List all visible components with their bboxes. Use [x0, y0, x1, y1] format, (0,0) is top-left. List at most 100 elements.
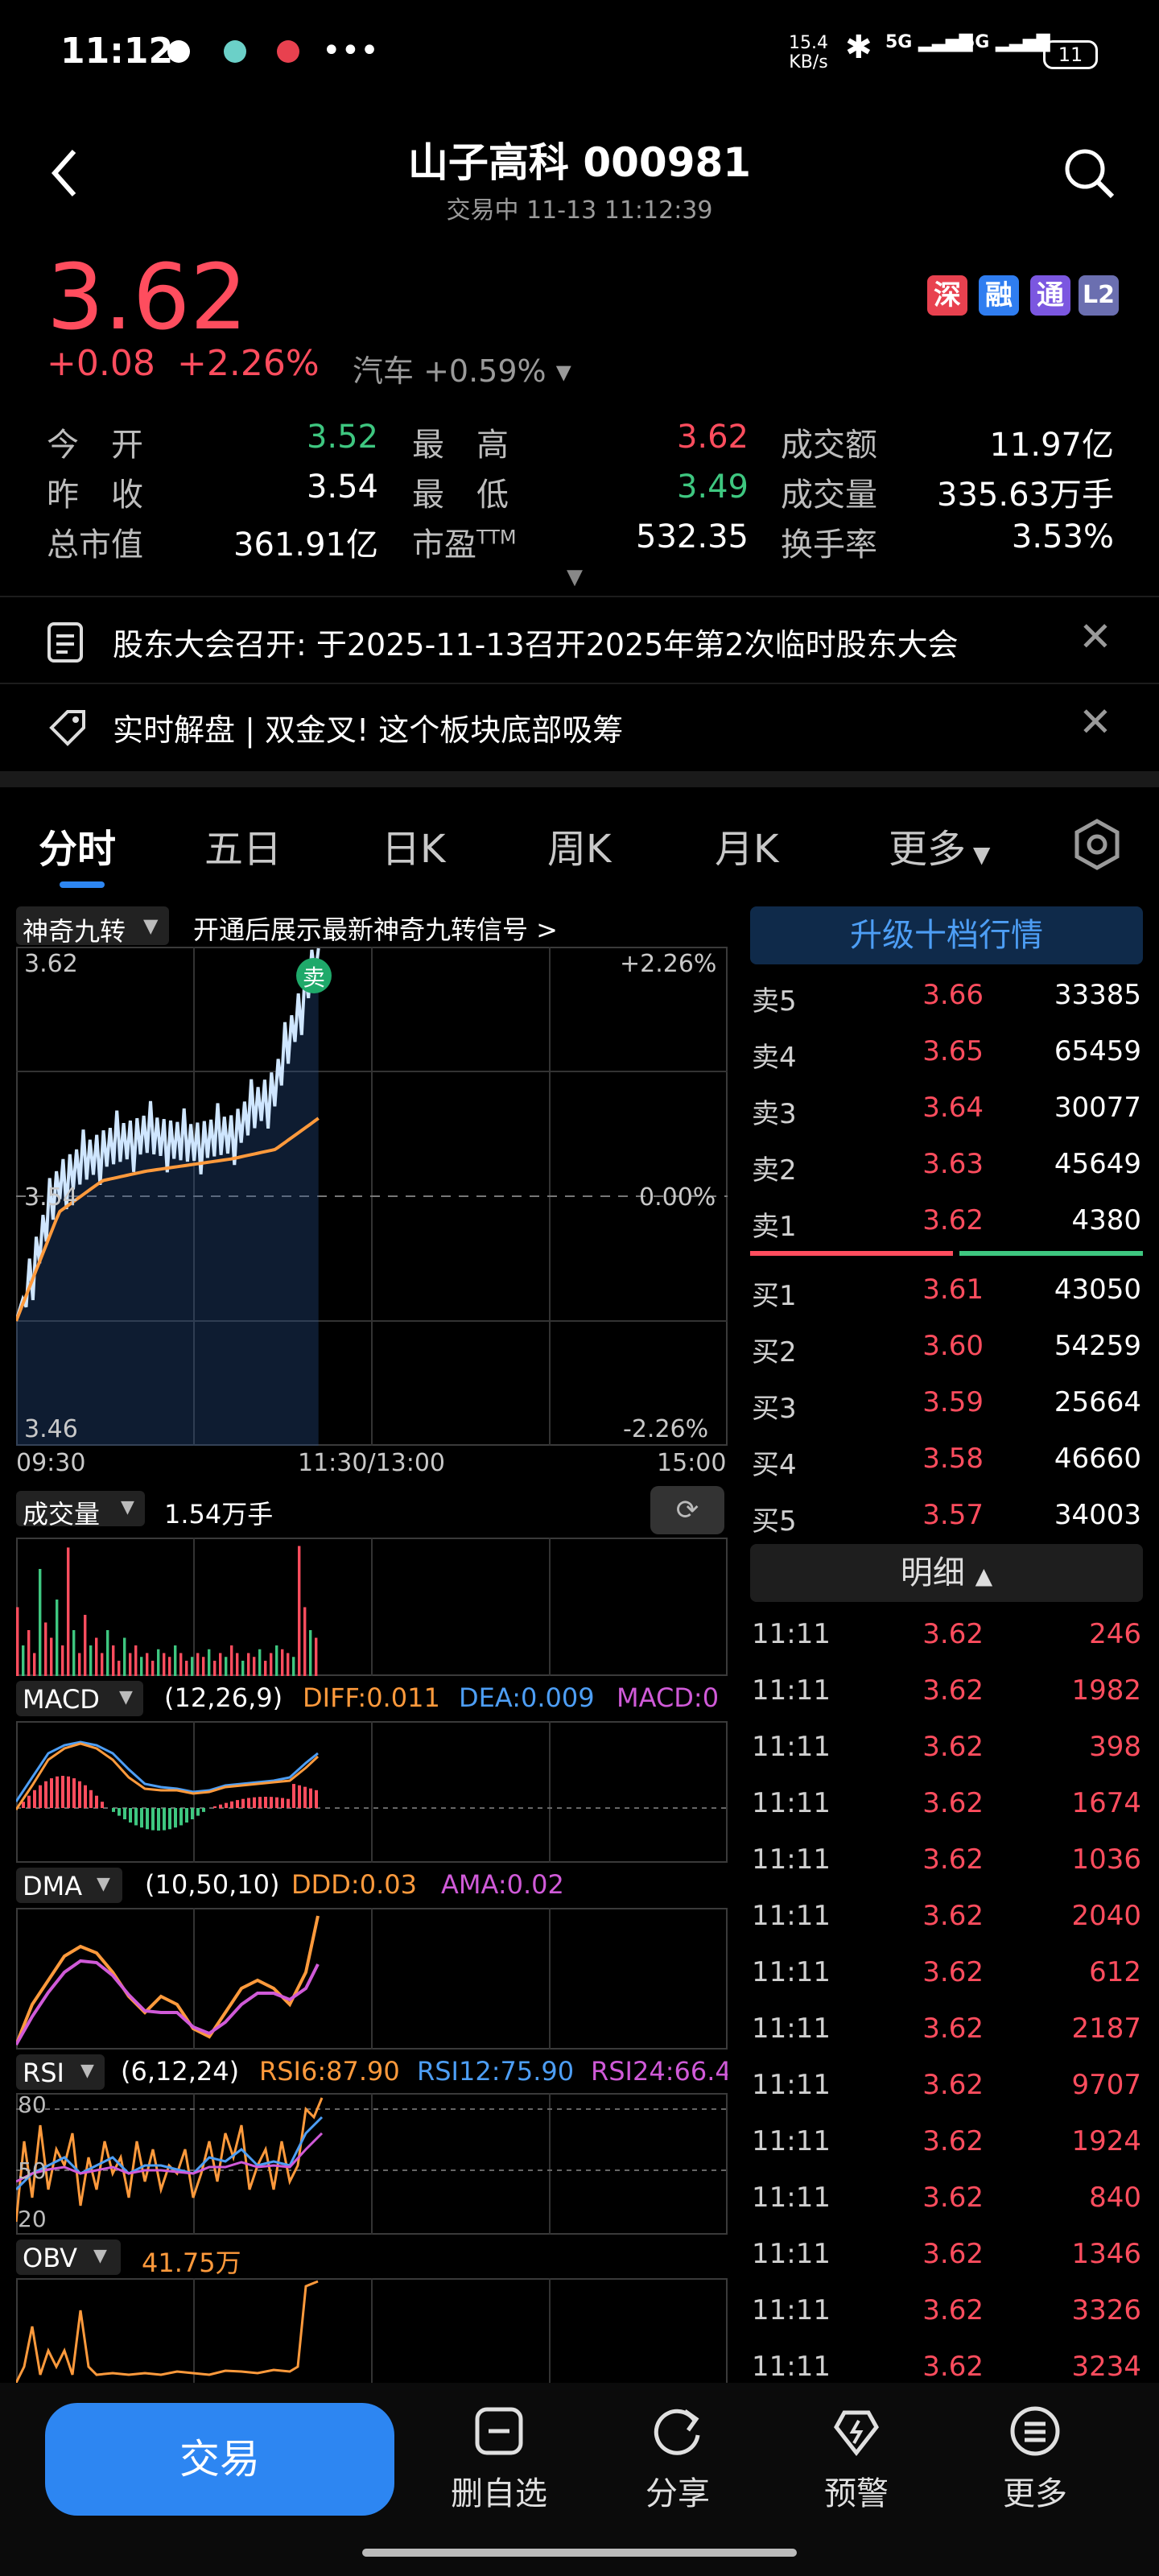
- pct-low-label: -2.26%: [623, 1415, 709, 1443]
- price-chart[interactable]: 卖: [16, 947, 728, 1446]
- signal-5g-1: 5G ▂▃▅▇: [885, 32, 973, 52]
- volume-bar: [208, 1649, 211, 1676]
- back-button[interactable]: [48, 145, 80, 204]
- volume-bar: [253, 1657, 256, 1676]
- alert-button[interactable]: 预警: [792, 2403, 921, 2514]
- detail-toggle[interactable]: 明细 ▲: [750, 1544, 1143, 1602]
- close-icon[interactable]: ✕: [1079, 613, 1112, 660]
- macd-bar: [157, 1808, 160, 1831]
- ask-row[interactable]: 卖5 3.66 33385: [750, 971, 1143, 1027]
- settings-icon[interactable]: [1070, 818, 1124, 874]
- obv-chart: [16, 2278, 728, 2383]
- macd-bar: [78, 1781, 81, 1808]
- volume-chart: [16, 1538, 728, 1676]
- trade-price: 3.62: [922, 1787, 984, 1819]
- sector-link[interactable]: 汽车 +0.59% ▾: [353, 353, 571, 389]
- ask-row[interactable]: 卖2 3.63 45649: [750, 1140, 1143, 1196]
- bid-row[interactable]: 买2 3.60 54259: [750, 1322, 1143, 1378]
- notice-row[interactable]: 实时解盘 | 双金叉! 这个板块底部吸筹 ✕: [0, 684, 1159, 768]
- bid-row[interactable]: 买5 3.57 34003: [750, 1491, 1143, 1547]
- macd-dea: DEA:0.009: [459, 1682, 595, 1713]
- trade-volume: 3326: [1071, 2294, 1141, 2326]
- upgrade-level10-button[interactable]: 升级十档行情: [750, 906, 1143, 964]
- remove-watchlist-button[interactable]: 删自选: [435, 2403, 563, 2514]
- share-button[interactable]: 分享: [613, 2403, 742, 2514]
- divider: [0, 596, 1159, 597]
- volume-selector[interactable]: 成交量 ▼: [16, 1491, 145, 1530]
- trade-button[interactable]: 交易: [45, 2403, 394, 2516]
- chat-notification-icon: [224, 40, 246, 63]
- pct-high-label: +2.26%: [620, 950, 717, 978]
- trade-time: 11:11: [752, 2125, 831, 2157]
- dma-selector[interactable]: DMA ▼: [16, 1868, 122, 1903]
- close-icon[interactable]: ✕: [1079, 699, 1112, 745]
- macd-bar: [258, 1797, 262, 1808]
- level-price: 3.63: [922, 1148, 984, 1180]
- macd-bar: [196, 1808, 200, 1816]
- level-volume: 45649: [1054, 1148, 1141, 1180]
- volume-bar: [236, 1653, 239, 1676]
- macd-bar: [230, 1801, 233, 1808]
- indicator-promo-link[interactable]: 开通后展示最新神奇九转信号 >: [193, 914, 558, 945]
- volume-bar: [151, 1661, 155, 1676]
- level-label: 买3: [752, 1393, 797, 1425]
- volume-bar: [27, 1630, 31, 1676]
- tab-more[interactable]: 更多 ▼: [889, 827, 991, 872]
- trade-time: 11:11: [752, 2182, 831, 2214]
- trade-list: 11:11 3.62 246 11:11 3.62 1982 11:11 3.62 398 11:…: [750, 1610, 1143, 2383]
- level-volume: 46660: [1054, 1443, 1141, 1475]
- tab-weekly[interactable]: 周K: [547, 827, 612, 872]
- trade-volume: 3234: [1071, 2351, 1141, 2383]
- tab-monthly[interactable]: 月K: [715, 827, 779, 872]
- macd-diff: DIFF:0.011: [303, 1682, 440, 1713]
- obv-selector[interactable]: OBV ▼: [16, 2240, 121, 2275]
- macd-bar: [22, 1802, 25, 1808]
- trade-volume: 2187: [1071, 2013, 1141, 2045]
- tab-daily[interactable]: 日K: [382, 827, 446, 872]
- more-notifications-icon: •••: [322, 32, 379, 69]
- ask-row[interactable]: 卖1 3.62 4380: [750, 1196, 1143, 1253]
- bid-row[interactable]: 买4 3.58 46660: [750, 1435, 1143, 1491]
- trading-status: 交易中 11-13 11:12:39: [446, 196, 713, 225]
- macd-bar: [281, 1798, 284, 1808]
- ask-row[interactable]: 卖4 3.65 65459: [750, 1027, 1143, 1084]
- bid-row[interactable]: 买1 3.61 43050: [750, 1265, 1143, 1322]
- indicator-selector[interactable]: 神奇九转 ▼: [16, 906, 169, 947]
- tab-intraday[interactable]: 分时: [39, 827, 117, 872]
- trade-volume: 1346: [1071, 2238, 1141, 2270]
- macd-bar: [264, 1797, 267, 1808]
- ask-row[interactable]: 卖3 3.64 30077: [750, 1084, 1143, 1140]
- level-label: 买2: [752, 1336, 797, 1368]
- macd-bar: [61, 1776, 64, 1808]
- rsi-selector[interactable]: RSI ▼: [16, 2054, 105, 2090]
- tab-5day[interactable]: 五日: [204, 827, 283, 872]
- trade-volume: 246: [1089, 1618, 1141, 1650]
- rotate-screen-icon[interactable]: ⟳: [650, 1486, 724, 1534]
- trade-price: 3.62: [922, 1731, 984, 1763]
- page-title: 山子高科 000981: [407, 139, 752, 186]
- expand-stats-icon[interactable]: ▼: [567, 565, 583, 589]
- volume-bar: [196, 1653, 200, 1676]
- rsi-level-mid: 50: [18, 2157, 47, 2184]
- search-icon[interactable]: [1061, 145, 1117, 204]
- network-speed: 15.4 KB/s: [789, 33, 828, 72]
- trade-price: 3.62: [922, 2238, 984, 2270]
- macd-chart: [16, 1721, 728, 1863]
- bid-row[interactable]: 买3 3.59 25664: [750, 1378, 1143, 1435]
- home-indicator[interactable]: [362, 2549, 797, 2557]
- macd-bar: [236, 1800, 239, 1808]
- volume-bar: [303, 1607, 307, 1676]
- trade-time: 11:11: [752, 2238, 831, 2270]
- macd-bar: [225, 1802, 228, 1808]
- volume-bar: [241, 1661, 245, 1676]
- x-start-label: 09:30: [16, 1449, 86, 1477]
- volume-bar: [33, 1653, 36, 1676]
- macd-bar: [309, 1788, 312, 1808]
- more-button[interactable]: 更多: [971, 2403, 1099, 2514]
- bluetooth-icon: ✱: [845, 29, 872, 66]
- dma-ama: AMA:0.02: [441, 1869, 564, 1900]
- macd-selector[interactable]: MACD ▼: [16, 1681, 143, 1716]
- level-label: 卖2: [752, 1154, 797, 1187]
- notice-row[interactable]: 股东大会召开: 于2025-11-13召开2025年第2次临时股东大会 ✕: [0, 597, 1159, 681]
- trade-volume: 9707: [1071, 2069, 1141, 2101]
